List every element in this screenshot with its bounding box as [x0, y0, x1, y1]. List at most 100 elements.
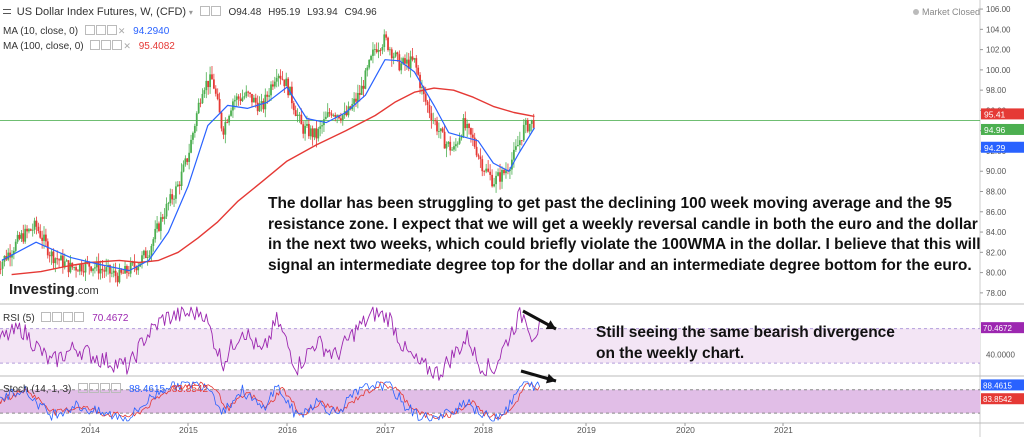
candle-body — [144, 250, 147, 258]
rsi-value: 70.4672 — [92, 313, 129, 324]
candle-body — [462, 118, 465, 137]
candle-body — [43, 234, 45, 241]
candle-body — [92, 268, 94, 271]
candle-body — [54, 258, 57, 264]
candle-body — [298, 114, 301, 116]
candle-body — [407, 59, 410, 69]
stoch-legend[interactable]: Stoch (14, 1, 3) 88.4615 83.8542 — [3, 383, 208, 396]
candle-body — [336, 115, 339, 117]
candle-body — [0, 268, 2, 270]
candle-body — [1, 261, 4, 269]
candle-body — [101, 268, 104, 271]
candle-body — [315, 128, 318, 139]
candle-body — [188, 152, 191, 162]
candle-body — [75, 267, 77, 271]
candle-body — [413, 58, 416, 60]
candle-body — [216, 93, 219, 99]
rsi-legend[interactable]: RSI (5) 70.4672 — [3, 312, 128, 325]
candle-body — [364, 70, 367, 89]
candle-body — [148, 255, 151, 257]
stoch-k-badge-bg — [981, 379, 1024, 391]
candle-body — [313, 128, 316, 138]
candle-body — [379, 49, 382, 51]
candle-body — [254, 97, 257, 103]
candle-body — [127, 272, 130, 274]
candle-body — [251, 93, 253, 103]
candle-body — [161, 217, 164, 219]
chevron-down-icon[interactable]: ▾ — [188, 8, 193, 17]
candle-body — [58, 259, 60, 261]
candle-body — [218, 98, 221, 113]
candle-body — [184, 158, 187, 165]
candle-body — [109, 265, 111, 274]
candle-body — [449, 141, 452, 151]
ma100-legend[interactable]: MA (100, close, 0) ✕ 95.4082 — [3, 40, 175, 53]
candle-body — [26, 228, 28, 232]
candle-body — [434, 120, 437, 122]
rsi-band — [0, 328, 980, 364]
candle-body — [370, 55, 372, 60]
candle-body — [63, 261, 66, 268]
candle-body — [464, 118, 467, 129]
candle-body — [443, 131, 446, 149]
settings-icons[interactable] — [199, 6, 222, 18]
candle-body — [207, 80, 210, 88]
candle-body — [12, 250, 15, 255]
candle-body — [307, 123, 310, 137]
candle-body — [120, 269, 123, 273]
ma10-legend[interactable]: MA (10, close, 0) ✕ 94.2940 — [3, 25, 169, 38]
stoch-settings-icons[interactable] — [78, 383, 122, 395]
candle-body — [143, 250, 145, 256]
candle-body — [50, 251, 53, 257]
price-tick-label-10: 98.00 — [986, 86, 1007, 95]
candle-body — [292, 103, 295, 111]
candle-body — [56, 258, 59, 260]
candle-body — [345, 111, 348, 116]
candle-body — [103, 270, 106, 272]
candle-body — [451, 149, 453, 151]
ma100-badge: 95.41 — [984, 109, 1006, 119]
close-badge-bg — [981, 123, 1024, 135]
candle-body — [479, 156, 482, 160]
candle-body — [514, 146, 517, 150]
candle-body — [383, 34, 386, 48]
price-tick-label-12: 102.00 — [986, 46, 1011, 55]
candle-body — [165, 203, 168, 217]
candle-body — [332, 115, 335, 116]
rsi-badge-bg — [981, 322, 1024, 334]
stoch-d-value: 83.8542 — [171, 384, 209, 395]
candle-body — [366, 67, 369, 71]
candle-body — [497, 172, 499, 176]
rsi-divergence-arrow-head — [545, 320, 556, 330]
ohlc-low: L93.94 — [307, 7, 338, 18]
ohlc-high: H95.19 — [268, 7, 301, 18]
year-label-2018: 2018 — [474, 425, 493, 435]
candle-body — [199, 102, 202, 104]
ma10-badge-bg — [981, 141, 1024, 153]
candle-body — [275, 77, 278, 82]
candle-body — [526, 120, 529, 132]
candle-body — [24, 228, 27, 242]
candle-body — [97, 261, 100, 274]
logo-suffix: .com — [74, 285, 99, 297]
price-tick-label-1: 80.00 — [986, 269, 1007, 278]
stoch-k-line — [0, 381, 540, 422]
ma10-settings-icons[interactable]: ✕ — [84, 25, 127, 37]
candle-body — [355, 98, 357, 102]
candle-body — [402, 58, 404, 64]
candle-body — [411, 56, 414, 60]
rsi-settings-icons[interactable] — [41, 312, 85, 324]
candle-body — [214, 88, 217, 94]
rsi-line — [0, 306, 541, 381]
year-label-2016: 2016 — [278, 425, 297, 435]
divergence-annotation: Still seeing the same bearish divergence… — [596, 324, 895, 362]
candle-body — [439, 128, 442, 132]
ma100-badge-bg — [981, 108, 1024, 120]
candle-body — [95, 261, 98, 268]
ma100-settings-icons[interactable]: ✕ — [90, 40, 132, 52]
candle-body — [340, 118, 342, 121]
menu-icon[interactable] — [3, 9, 11, 14]
candle-body — [287, 78, 290, 96]
